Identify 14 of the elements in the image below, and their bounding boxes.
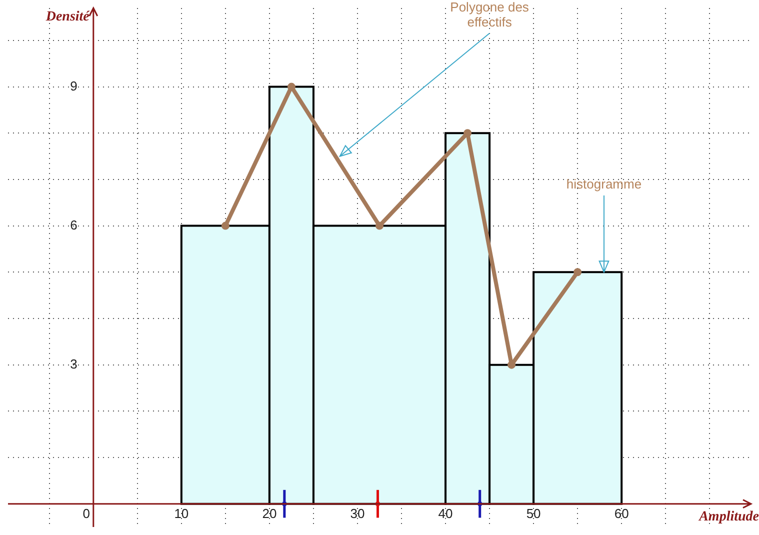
x-axis-title: Amplitude	[698, 509, 759, 524]
x-tick-label: 60	[614, 506, 629, 521]
x-tick-label: 40	[438, 506, 453, 521]
x-tick-label: 20	[262, 506, 277, 521]
annotation: Polygone des effectifs	[450, 0, 530, 30]
y-tick-label: 9	[70, 78, 78, 94]
y-tick-label: 6	[70, 217, 78, 232]
annotation: histogramme	[566, 176, 642, 192]
y-tick-label: 3	[70, 356, 78, 372]
x-tick-label: 10	[174, 506, 189, 521]
x-tick-label: 30	[350, 506, 365, 521]
x-tick-label: 50	[526, 506, 541, 521]
x-tick-label: 0	[82, 506, 90, 521]
y-axis-title: Densité	[44, 10, 90, 25]
